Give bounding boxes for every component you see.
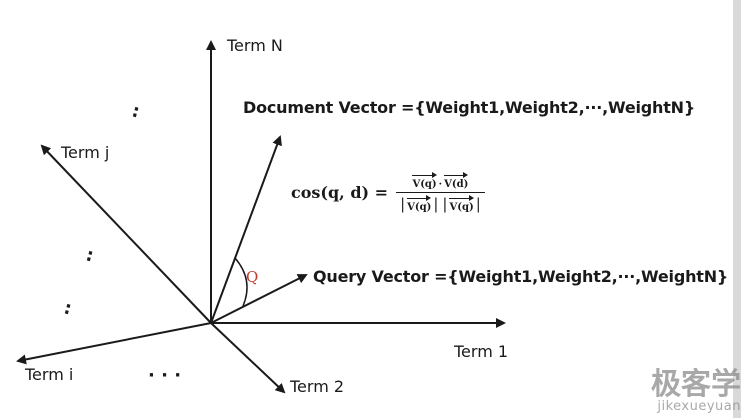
angle-label: Q xyxy=(246,268,259,286)
formula-denominator: | V(q) | | V(q) | xyxy=(396,195,485,213)
axis-label-term-i: Term i xyxy=(25,365,74,384)
formula-fraction: V(q) · V(d) | V(q) | | V(q) | xyxy=(396,172,485,213)
axis-term-i xyxy=(16,322,212,365)
formula-numerator: V(q) · V(d) xyxy=(410,172,470,190)
formula-fraction-bar xyxy=(396,192,485,193)
formula-pipe-1: | xyxy=(400,195,406,213)
formula-num-vd: V(d) xyxy=(444,172,469,190)
axis-label-term-j: Term j xyxy=(61,143,110,162)
formula-num-vq: V(q) xyxy=(412,172,437,190)
query-vector-arrow xyxy=(210,274,308,324)
document-vector-label: Document Vector ={Weight1,Weight2,···,We… xyxy=(243,98,696,117)
axis-label-term-n: Term N xyxy=(227,36,283,55)
formula-den-vq-right: V(q) xyxy=(449,195,474,213)
formula-pipe-4: | xyxy=(475,195,481,213)
formula-dot: · xyxy=(438,179,443,190)
axis-term-2 xyxy=(210,322,286,394)
watermark-logo: 极客学 jikexueyuan xyxy=(621,368,741,418)
query-vector-label: Query Vector ={Weight1,Weight2,···,Weigh… xyxy=(313,267,729,286)
axis-label-term-1: Term 1 xyxy=(454,342,509,361)
axis-label-term-2: Term 2 xyxy=(290,377,345,396)
axis-term-j xyxy=(40,144,212,324)
formula-den-vq-left: V(q) xyxy=(407,195,432,213)
watermark-en: jikexueyuan xyxy=(657,399,741,414)
ellipsis-horizontal: · · · xyxy=(148,365,182,386)
watermark-cn: 极客学 xyxy=(651,368,741,402)
formula-lhs: cos(q, d) = xyxy=(291,183,389,202)
right-edge-strip xyxy=(733,0,741,418)
angle-arc xyxy=(234,257,248,307)
formula-pipe-2: | xyxy=(433,195,439,213)
document-vector-arrow xyxy=(210,135,282,324)
cosine-similarity-formula: cos(q, d) = V(q) · V(d) | V(q) | | V(q) … xyxy=(291,172,485,213)
formula-pipe-3: | xyxy=(442,195,448,213)
